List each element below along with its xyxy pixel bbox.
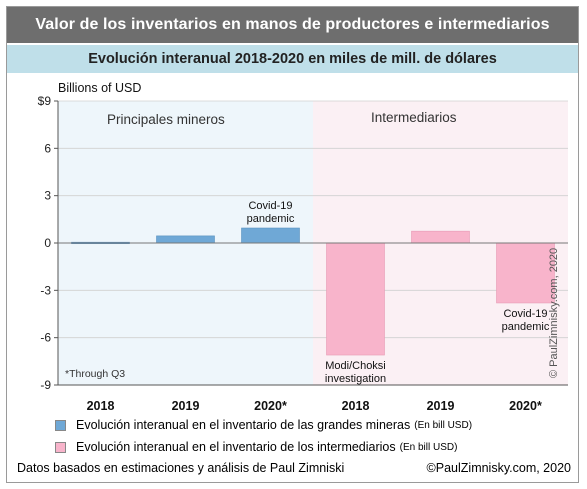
- copyright: ©PaulZimnisky.com, 2020: [426, 461, 571, 475]
- annotation-text: Covid-19: [248, 200, 292, 212]
- bar-miners: [241, 227, 300, 244]
- x-tick-label: 2020*: [254, 399, 287, 413]
- legend-label-miners: Evolución interanual en el inventario de…: [76, 418, 411, 432]
- legend-label-intermediaries: Evolución interanual en el inventario de…: [76, 440, 396, 454]
- x-tick-label: 2020*: [509, 399, 542, 413]
- annotation-text: pandemic: [247, 213, 295, 225]
- legend-unit-miners: (En bill USD): [414, 419, 473, 431]
- annotation-text: investigation: [325, 373, 386, 385]
- x-tick-label: 2019: [172, 399, 200, 413]
- source-note: Datos basados en estimaciones y análisis…: [17, 461, 345, 475]
- annotation-text: Modi/Choksi: [325, 360, 386, 372]
- y-tick-label: -3: [40, 283, 51, 297]
- panel-title-intermediaries: Intermediarios: [371, 110, 457, 125]
- chart-subtitle: Evolución interanual 2018-2020 en miles …: [7, 45, 578, 73]
- y-tick-label: $9: [38, 94, 52, 108]
- annotation-text: Covid-19: [503, 308, 547, 320]
- y-tick-label: 6: [44, 141, 51, 155]
- bar-intermediaries: [496, 242, 555, 304]
- labels: $9 6 3 0 -3 -6 -9 Billions of USD Principales mi…: [38, 81, 560, 413]
- footnote: *Through Q3: [65, 368, 125, 380]
- x-tick-label: 2019: [427, 399, 455, 413]
- legend-item-intermediaries: Evolución interanual en el inventario de…: [55, 440, 457, 454]
- y-axis-label: Billions of USD: [58, 81, 141, 95]
- panel-title-miners: Principales mineros: [107, 112, 225, 127]
- legend-swatch-miners: [55, 419, 66, 431]
- annotation-text: pandemic: [502, 321, 550, 333]
- x-tick-label: 2018: [87, 399, 115, 413]
- legend-item-miners: Evolución interanual en el inventario de…: [55, 418, 472, 432]
- y-tick-label: 3: [44, 189, 51, 203]
- bar-miners: [156, 235, 215, 244]
- bar-intermediaries: [326, 242, 385, 356]
- axes: [54, 100, 568, 386]
- y-tick-label: -6: [40, 331, 51, 345]
- watermark: © PaulZimnisky.com, 2020: [548, 248, 560, 378]
- chart-title: Valor de los inventarios en manos de pro…: [7, 7, 578, 43]
- x-tick-label: 2018: [342, 399, 370, 413]
- legend-swatch-intermediaries: [55, 441, 66, 453]
- legend-unit-intermediaries: (En bill USD): [399, 441, 458, 453]
- y-tick-label: -9: [40, 378, 51, 392]
- y-tick-label: 0: [44, 236, 51, 250]
- bar-intermediaries: [411, 230, 470, 244]
- bars: [71, 227, 555, 356]
